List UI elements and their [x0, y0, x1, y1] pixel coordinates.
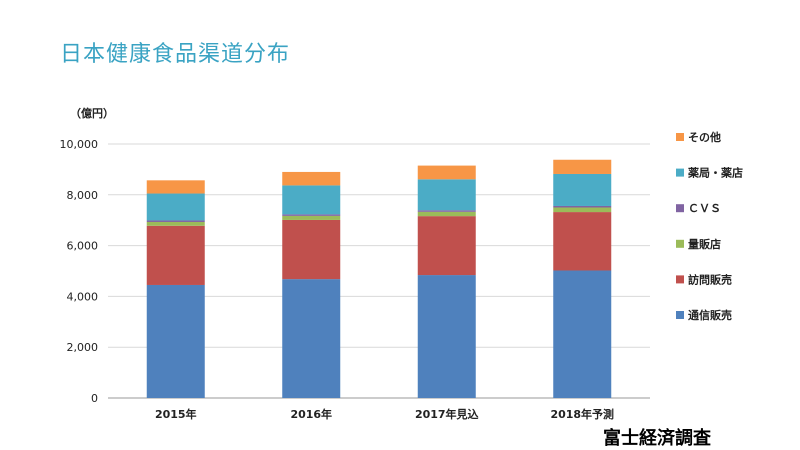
y-tick-label: 10,000 [60, 138, 99, 151]
legend-swatch [676, 133, 684, 141]
bar-segment [553, 205, 612, 208]
legend-label: 量販店 [688, 237, 721, 251]
y-tick-label: 6,000 [67, 240, 99, 253]
y-axis: 0 2,000 4,000 6,000 8,000 10,000 [60, 138, 99, 405]
bar-segment [146, 193, 205, 221]
bar-segment [282, 171, 341, 186]
bar-segment [417, 275, 476, 398]
y-tick-label: 0 [91, 392, 98, 405]
bars [146, 159, 612, 398]
bar-segment [282, 214, 341, 216]
y-tick-label: 4,000 [67, 290, 99, 303]
bar-segment [146, 284, 205, 398]
legend-label: ＣＶＳ [688, 202, 721, 215]
bar-segment [282, 215, 341, 220]
legend-swatch [676, 311, 684, 319]
legend-swatch [676, 168, 684, 177]
bar-segment [417, 179, 476, 211]
bar-segment [146, 220, 205, 222]
bar-segment [146, 180, 205, 194]
y-unit-label: （億円） [70, 106, 114, 120]
bar-segment [146, 225, 205, 285]
y-tick-label: 2,000 [67, 341, 99, 354]
bar-segment [553, 207, 612, 213]
bar-segment [417, 210, 476, 212]
bar-segment [282, 219, 341, 280]
bar-segment [417, 211, 476, 217]
source-note: 富士経済調査 [603, 428, 711, 449]
x-tick-label: 2015年 [155, 407, 197, 421]
page-title: 日本健康食品渠道分布 [60, 42, 291, 67]
legend-swatch [676, 275, 684, 284]
x-tick-label: 2017年見込 [415, 407, 479, 421]
bar-segment [417, 165, 476, 180]
bar-segment [553, 270, 612, 398]
bar-segment [146, 221, 205, 226]
x-axis: 2015年 2016年 2017年見込 2018年予測 [155, 407, 614, 421]
legend-swatch [676, 204, 684, 213]
legend-swatch [676, 239, 684, 248]
bar-segment [417, 216, 476, 276]
x-tick-label: 2018年予測 [550, 407, 614, 421]
y-tick-label: 8,000 [67, 189, 99, 202]
legend-label: 訪問販売 [688, 272, 732, 286]
x-tick-label: 2016年 [290, 407, 332, 421]
bar-segment [553, 173, 612, 206]
bar-segment [553, 159, 612, 174]
bar-segment [282, 185, 341, 215]
legend-label: その他 [688, 130, 721, 144]
legend-label: 通信販売 [688, 308, 732, 322]
bar-segment [282, 279, 341, 398]
bar-segment [553, 212, 612, 271]
legend-label: 薬局・薬店 [688, 166, 743, 180]
